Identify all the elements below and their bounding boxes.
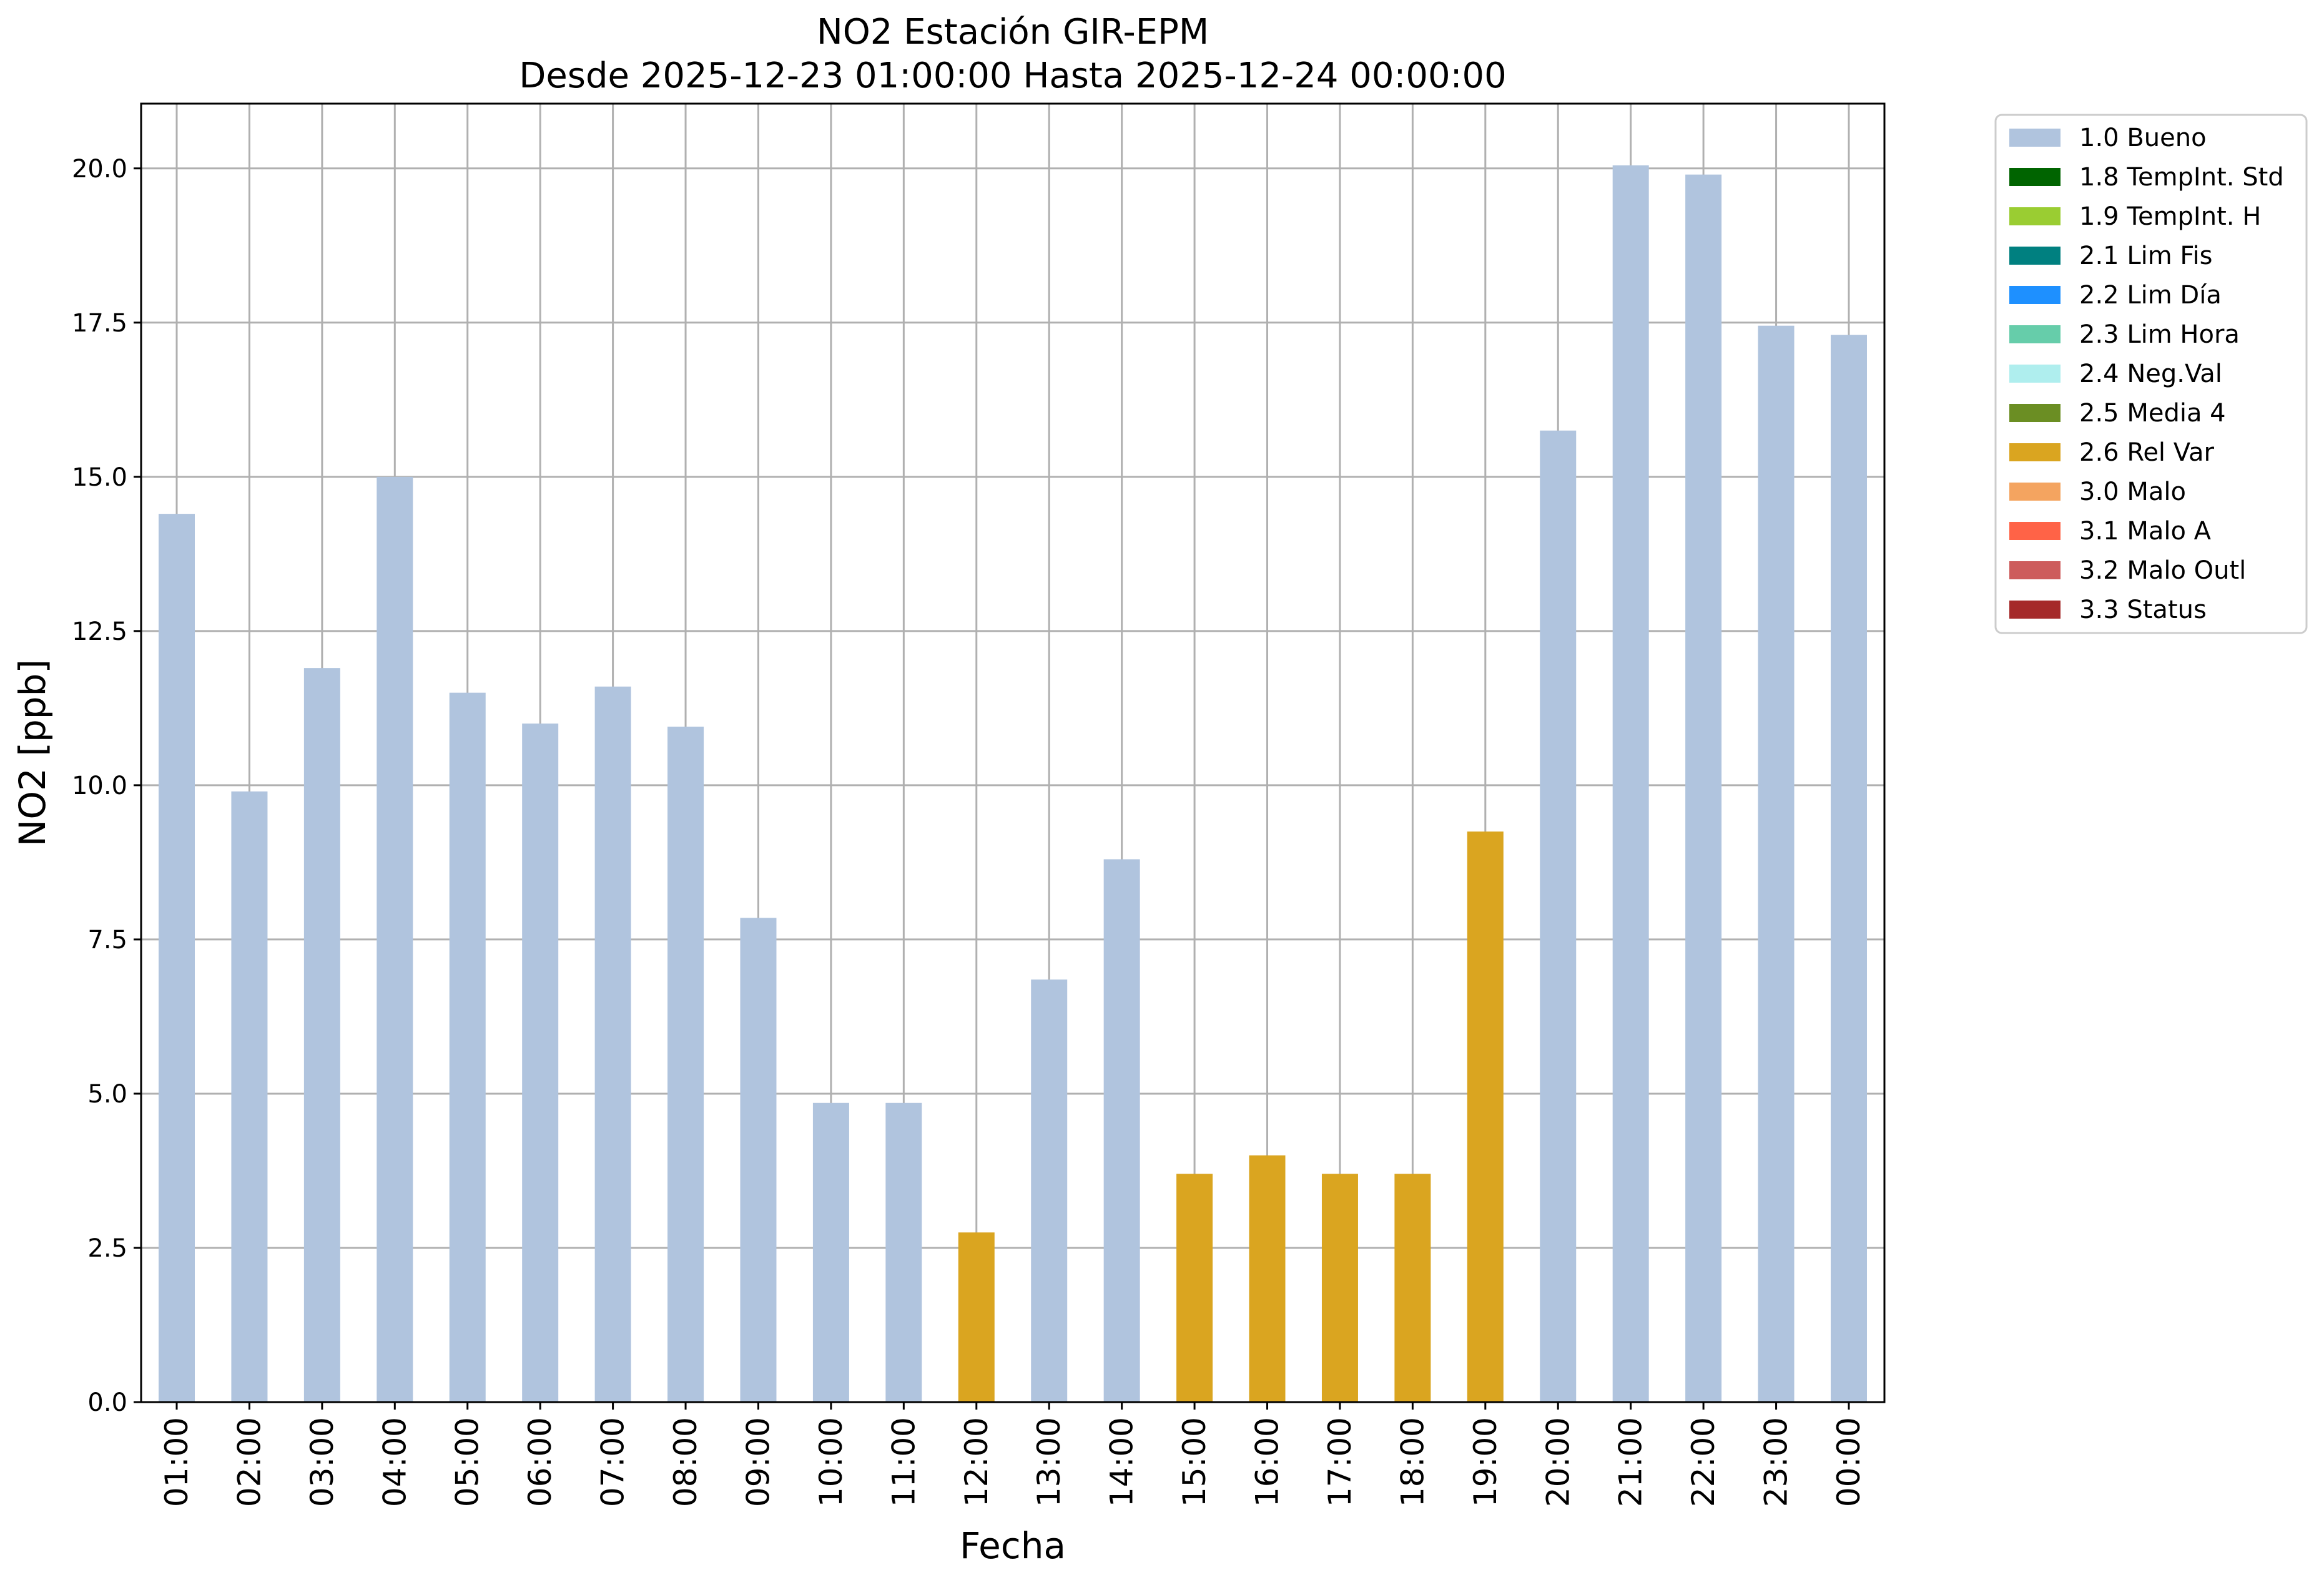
y-tick-label: 12.5: [72, 617, 127, 646]
legend-label: 3.0 Malo: [2079, 478, 2186, 506]
legend-label: 2.3 Lim Hora: [2079, 320, 2240, 349]
x-tick-label: 10:00: [813, 1417, 849, 1507]
legend-swatch: [2009, 601, 2061, 619]
x-tick-label: 02:00: [231, 1417, 267, 1507]
bar-0600: [522, 724, 559, 1402]
x-tick-label: 20:00: [1540, 1417, 1576, 1507]
bar-0100: [159, 514, 195, 1403]
legend-label: 1.8 TempInt. Std: [2079, 163, 2284, 192]
x-tick-label: 00:00: [1831, 1417, 1867, 1507]
legend-swatch: [2009, 247, 2061, 265]
bar-1000: [812, 1102, 849, 1402]
legend-swatch: [2009, 168, 2061, 186]
legend-label: 2.4 Neg.Val: [2079, 360, 2222, 388]
bar-0200: [231, 791, 268, 1402]
x-tick-label: 15:00: [1176, 1417, 1213, 1507]
x-tick-label: 12:00: [958, 1417, 995, 1507]
bar-1500: [1176, 1174, 1213, 1402]
legend-swatch: [2009, 325, 2061, 343]
x-tick-label: 03:00: [304, 1417, 340, 1507]
legend-swatch: [2009, 561, 2061, 579]
y-axis: 0.0 2.5 5.0 7.5 10.0 12.5 15.0 17.5 20.0: [72, 155, 141, 1417]
x-tick-label: 14:00: [1104, 1417, 1140, 1507]
y-tick-label: 15.0: [72, 463, 127, 492]
bar-1400: [1103, 859, 1140, 1402]
x-tick-label: 05:00: [450, 1417, 486, 1507]
legend-label: 2.1 Lim Fis: [2079, 242, 2212, 270]
y-tick-label: 5.0: [87, 1080, 127, 1109]
y-axis-label: NO2 [ppb]: [11, 659, 54, 846]
bar-0900: [740, 918, 777, 1402]
y-tick-label: 2.5: [87, 1234, 127, 1263]
bar-0300: [303, 668, 340, 1402]
legend-swatch: [2009, 483, 2061, 501]
y-tick-label: 17.5: [72, 309, 127, 338]
x-tick-label: 23:00: [1758, 1417, 1795, 1507]
legend-label: 1.0 Bueno: [2079, 124, 2207, 152]
x-tick-label: 09:00: [740, 1417, 776, 1507]
bar-0800: [667, 727, 704, 1402]
bar-0400: [377, 476, 413, 1402]
x-tick-label: 01:00: [159, 1417, 195, 1507]
bar-2000: [1540, 430, 1577, 1402]
bar-1700: [1321, 1174, 1358, 1402]
y-tick-label: 20.0: [72, 155, 127, 184]
bar-0700: [594, 686, 631, 1402]
legend-swatch: [2009, 207, 2061, 225]
x-tick-label: 19:00: [1467, 1417, 1504, 1507]
x-tick-label: 11:00: [885, 1417, 922, 1507]
x-tick-label: 17:00: [1322, 1417, 1358, 1507]
chart-title: NO2 Estación GIR-EPM: [817, 12, 1209, 52]
legend-swatch: [2009, 522, 2061, 540]
legend-label: 2.2 Lim Día: [2079, 281, 2222, 310]
x-tick-label: 07:00: [595, 1417, 631, 1507]
bar-0000: [1831, 335, 1867, 1402]
x-tick-label: 18:00: [1394, 1417, 1430, 1507]
bar-2300: [1758, 325, 1795, 1402]
legend-label: 3.2 Malo Outl: [2079, 556, 2246, 585]
x-tick-label: 16:00: [1249, 1417, 1286, 1507]
legend-swatch: [2009, 129, 2061, 147]
legend-swatch: [2009, 443, 2061, 461]
x-tick-label: 21:00: [1613, 1417, 1649, 1507]
bar-2200: [1685, 174, 1722, 1402]
y-tick-label: 7.5: [87, 926, 127, 954]
legend-swatch: [2009, 286, 2061, 304]
bar-1800: [1394, 1174, 1431, 1402]
x-axis: 01:00 02:00 03:00 04:00 05:00 06:00 07:00 08:00…: [159, 1402, 1867, 1507]
bar-1300: [1031, 979, 1068, 1402]
bar-1200: [958, 1232, 995, 1402]
x-tick-label: 08:00: [667, 1417, 704, 1507]
legend-swatch: [2009, 404, 2061, 422]
x-tick-label: 22:00: [1685, 1417, 1721, 1507]
bar-1100: [885, 1102, 922, 1402]
bar-2100: [1612, 165, 1649, 1402]
legend-label: 3.1 Malo A: [2079, 517, 2212, 546]
legend-label: 1.9 TempInt. H: [2079, 202, 2261, 231]
chart-subtitle: Desde 2025-12-23 01:00:00 Hasta 2025-12-…: [519, 56, 1507, 96]
legend-label: 2.5 Media 4: [2079, 399, 2226, 428]
x-tick-label: 06:00: [522, 1417, 558, 1507]
y-tick-label: 10.0: [72, 772, 127, 800]
bar-0500: [449, 692, 486, 1402]
legend-frame: [1994, 114, 2308, 634]
x-axis-label: Fecha: [960, 1524, 1066, 1567]
y-tick-label: 0.0: [87, 1388, 127, 1417]
legend-label: 3.3 Status: [2079, 596, 2207, 624]
legend: 1.0 Bueno 1.8 TempInt. Std 1.9 TempInt. H 2…: [1994, 114, 2308, 634]
x-tick-label: 04:00: [377, 1417, 413, 1507]
bar-1900: [1467, 831, 1504, 1402]
legend-swatch: [2009, 365, 2061, 383]
plot-frame: [140, 102, 1886, 1403]
legend-label: 2.6 Rel Var: [2079, 438, 2215, 467]
bar-layer: [159, 165, 1867, 1403]
x-tick-label: 13:00: [1031, 1417, 1067, 1507]
bar-1600: [1249, 1155, 1286, 1402]
